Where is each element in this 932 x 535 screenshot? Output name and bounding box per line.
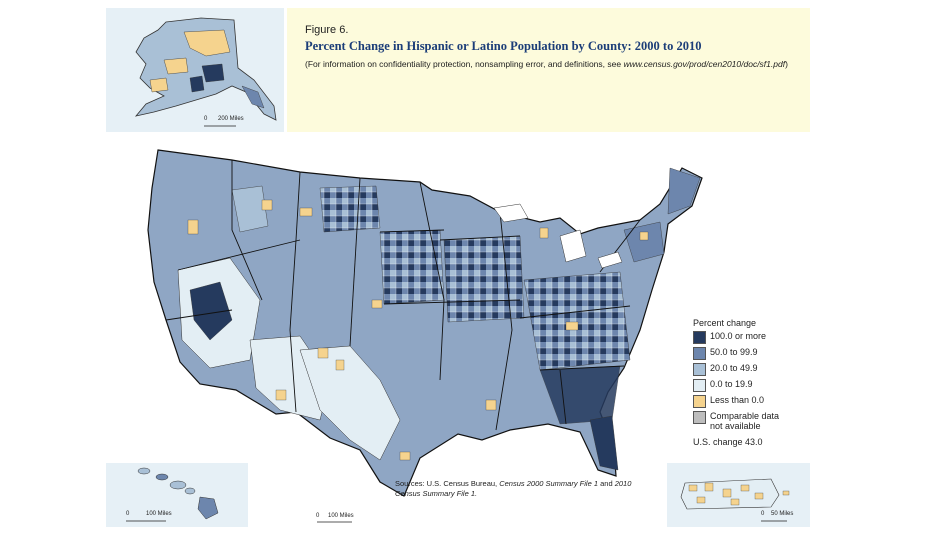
title-box: Figure 6. Percent Change in Hispanic or … [287, 8, 810, 132]
legend-swatch [693, 395, 706, 408]
figure-note: (For information on confidentiality prot… [305, 59, 795, 70]
sources-middle: and [598, 479, 615, 488]
alaska-scale-value: 200 Miles [218, 116, 244, 122]
legend-label: 100.0 or more [710, 331, 767, 341]
legend-label: 0.0 to 19.9 [710, 379, 753, 389]
alaska-inset: 0 200 Miles [106, 8, 284, 132]
note-suffix: ) [785, 59, 788, 69]
hawaii-map [126, 467, 219, 522]
figure-label: Figure 6. [305, 24, 349, 36]
alaska-scale-zero: 0 [204, 116, 208, 122]
pr-scale-value: 50 Miles [771, 511, 794, 517]
legend-swatch [693, 411, 706, 424]
legend-item: 20.0 to 49.9 [693, 363, 811, 377]
note-url: www.census.gov/prod/cen2010/doc/sf1.pdf [623, 59, 786, 69]
legend-item: 0.0 to 19.9 [693, 379, 811, 393]
sources-prefix: Sources: U.S. Census Bureau, [395, 479, 500, 488]
legend-label: Comparable data not available [710, 411, 780, 431]
alaska-map [134, 17, 277, 127]
pr-scale-zero: 0 [761, 511, 765, 517]
legend-item: Less than 0.0 [693, 395, 811, 409]
legend: Percent change 100.0 or more 50.0 to 99.… [693, 318, 811, 447]
figure-title: Percent Change in Hispanic or Latino Pop… [305, 39, 702, 53]
legend-title: Percent change [693, 318, 757, 328]
legend-item: 50.0 to 99.9 [693, 347, 811, 361]
legend-swatch [693, 347, 706, 360]
legend-item: 100.0 or more [693, 331, 811, 345]
hawaii-inset: 0 100 Miles [106, 463, 248, 527]
sources-italic-2: 2010 Census Summary File 1. [395, 479, 632, 498]
sources-note: Sources: U.S. Census Bureau, Census 2000… [395, 479, 655, 499]
conus-scale-zero: 0 [316, 513, 320, 519]
puerto-rico-inset: 0 50 Miles [667, 463, 810, 527]
legend-swatch [693, 363, 706, 376]
hawaii-scale-zero: 0 [126, 511, 130, 517]
conus-scale-value: 100 Miles [328, 513, 354, 519]
legend-label: 20.0 to 49.9 [710, 363, 758, 373]
legend-swatch [693, 379, 706, 392]
hawaii-scale-value: 100 Miles [146, 511, 172, 517]
us-change: U.S. change 43.0 [693, 437, 763, 447]
legend-swatch [693, 331, 706, 344]
sources-italic-1: Census 2000 Summary File 1 [499, 479, 599, 488]
note-prefix: (For information on confidentiality prot… [305, 59, 622, 69]
puerto-rico-map [680, 478, 790, 522]
legend-label: 50.0 to 99.9 [710, 347, 758, 357]
legend-label: Less than 0.0 [710, 395, 765, 405]
legend-item: Comparable data not available [693, 411, 811, 433]
